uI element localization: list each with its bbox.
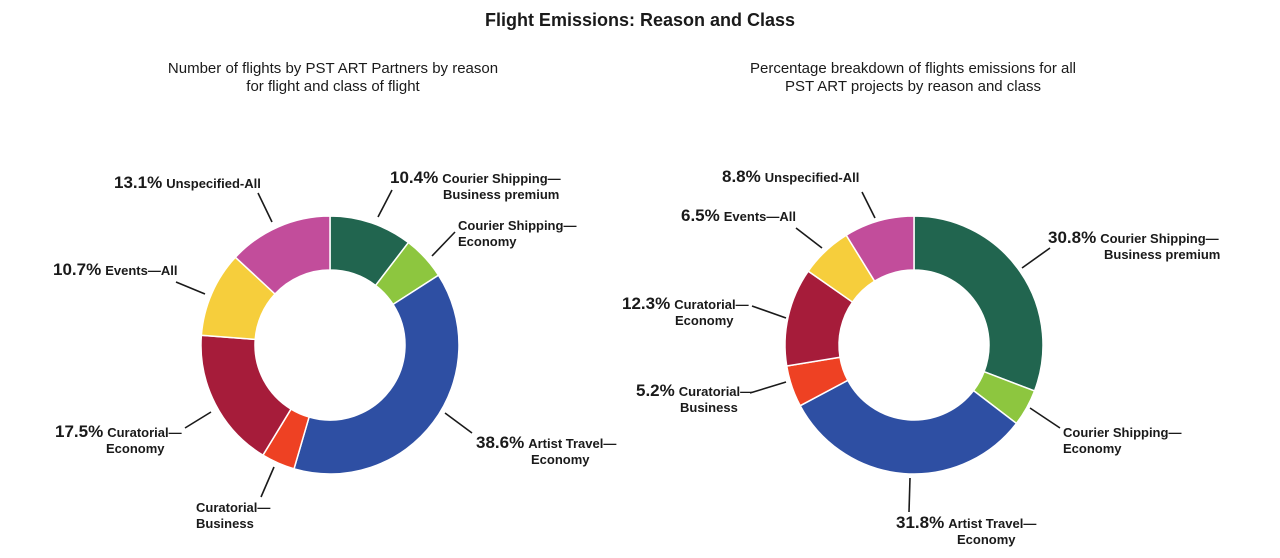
label-text: Courier Shipping— — [458, 218, 577, 233]
pct: 10.7% — [53, 260, 102, 279]
label-text: Economy — [106, 441, 165, 456]
label-text: Curatorial— — [678, 384, 754, 399]
pct: 12.3% — [622, 294, 671, 313]
pct: 8.8% — [722, 167, 761, 186]
label-text: Economy — [957, 532, 1016, 547]
label-text: Business premium — [1104, 247, 1221, 262]
label-text: Unspecified-All — [764, 170, 860, 185]
leader-line — [184, 411, 212, 429]
leader-line — [175, 281, 206, 295]
label-text: Economy — [531, 452, 590, 467]
label-unspecified-all: 13.1% Unspecified-All — [114, 173, 261, 192]
leader-lines — [175, 189, 1061, 513]
leader-line — [1021, 247, 1051, 269]
label-text: Curatorial— — [196, 500, 271, 515]
label-curatorial-business: Curatorial— Business — [196, 500, 270, 532]
donut-slice-artist-travel-economy — [293, 274, 460, 475]
label-text: Courier Shipping— — [1100, 231, 1219, 246]
left-title-line: Number of flights by PST ART Partners by… — [167, 60, 499, 77]
leader-line — [1029, 407, 1061, 429]
donut-slice-unspecified-all — [234, 215, 331, 296]
leader-line — [377, 189, 393, 218]
figure-title: Flight Emissions: Reason and Class — [484, 10, 796, 30]
label-curatorial-economy: 17.5% Curatorial— Economy — [55, 422, 182, 457]
pct: 6.5% — [681, 206, 720, 225]
label-text: Courier Shipping— — [442, 171, 561, 186]
label-text: Economy — [1063, 441, 1122, 456]
label-text: Courier Shipping— — [1063, 425, 1182, 440]
label-text: Business — [680, 400, 738, 415]
left-chart-title: Number of flights by PST ART Partners by… — [123, 60, 543, 96]
right-title-line: PST ART projects by reason and class — [785, 78, 1041, 95]
label-text: Events—All — [105, 263, 178, 278]
right-donut — [784, 215, 1044, 475]
donut-slice-artist-travel-economy — [799, 379, 1018, 475]
label-courier-business-premium: 30.8% Courier Shipping— Business premium — [1048, 228, 1221, 263]
leader-line — [257, 192, 273, 223]
label-curatorial-economy: 12.3% Curatorial— Economy — [622, 294, 749, 329]
leader-line — [260, 466, 275, 498]
pct: 5.2% — [636, 381, 675, 400]
leader-line — [908, 477, 911, 513]
label-artist-travel-economy: 31.8% Artist Travel— Economy — [896, 513, 1037, 548]
pct: 30.8% — [1048, 228, 1097, 247]
pct: 31.8% — [896, 513, 945, 532]
label-courier-business-premium: 10.4% Courier Shipping— Business premium — [390, 168, 561, 203]
label-events-all: 10.7% Events—All — [53, 260, 178, 279]
label-artist-travel-economy: 38.6% Artist Travel— Economy — [476, 433, 617, 468]
label-text: Economy — [675, 313, 734, 328]
label-courier-economy: Courier Shipping— Economy — [1063, 425, 1181, 457]
label-events-all: 6.5% Events—All — [681, 206, 796, 225]
donut-slice-courier-shipping-business-premium — [913, 215, 1044, 392]
donut-slice-unspecified-all — [845, 215, 915, 283]
leader-line — [444, 412, 473, 434]
label-text: Business — [196, 516, 254, 531]
label-text: Economy — [458, 234, 517, 249]
label-unspecified-all: 8.8% Unspecified-All — [722, 167, 860, 186]
label-text: Events—All — [723, 209, 796, 224]
pct: 38.6% — [476, 433, 525, 452]
label-text: Curatorial— — [107, 425, 182, 440]
pct: 10.4% — [390, 168, 439, 187]
right-title-line: Percentage breakdown of flights emission… — [749, 60, 1076, 77]
label-text: Business premium — [443, 187, 560, 202]
label-text: Artist Travel— — [528, 436, 617, 451]
label-text: Unspecified-All — [166, 176, 261, 191]
label-curatorial-business: 5.2% Curatorial— Business — [636, 381, 754, 416]
label-text: Curatorial— — [674, 297, 749, 312]
right-chart-title: Percentage breakdown of flights emission… — [703, 60, 1123, 96]
leader-line — [431, 231, 456, 257]
left-title-line: for flight and class of flight — [246, 78, 420, 95]
left-donut — [200, 215, 460, 475]
pct: 17.5% — [55, 422, 104, 441]
leader-line — [861, 191, 876, 219]
leader-line — [751, 305, 787, 319]
leader-line — [795, 227, 823, 249]
label-text: Artist Travel— — [948, 516, 1037, 531]
label-courier-economy: Courier Shipping— Economy — [458, 218, 576, 250]
pct: 13.1% — [114, 173, 163, 192]
leader-line — [749, 381, 787, 394]
